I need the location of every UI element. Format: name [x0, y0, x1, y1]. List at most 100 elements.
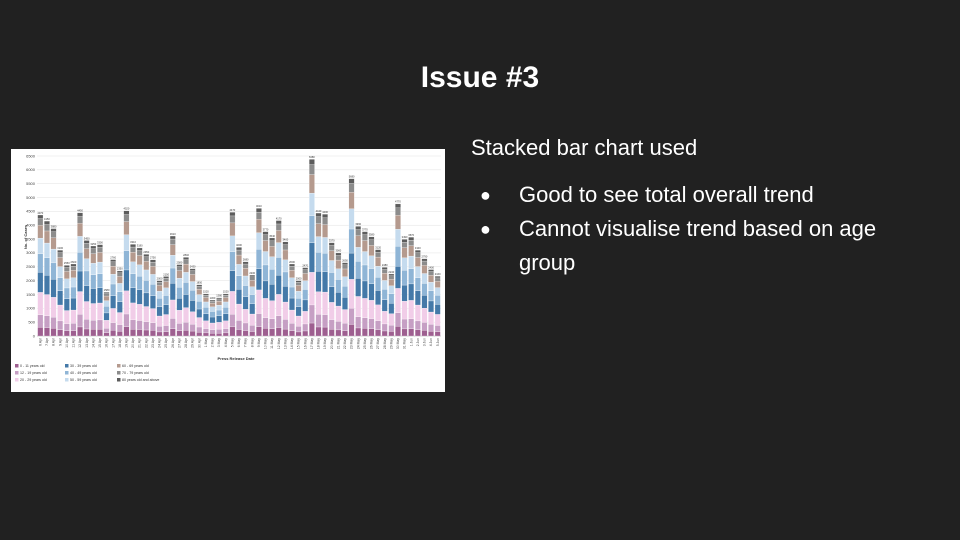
bar-segment [110, 330, 117, 337]
bar-segment [282, 328, 289, 337]
bar-segment [216, 298, 222, 302]
bar-segment [249, 313, 256, 326]
bar-segment [421, 308, 428, 323]
bar-segment [249, 286, 256, 295]
legend-swatch [65, 378, 69, 382]
bar-segment [50, 237, 57, 250]
bar-segment [130, 302, 136, 321]
bar-total-label: 3400 [282, 238, 288, 242]
bar-segment [136, 320, 143, 330]
bar-segment [229, 270, 236, 292]
bar-segment [295, 315, 302, 327]
bar-segment [63, 267, 70, 272]
bar-segment [269, 246, 275, 257]
bar-total-label: 3770 [362, 227, 368, 231]
bar-total-label: 2150 [163, 272, 169, 276]
bar-segment [183, 282, 189, 295]
x-tick-label: 11 Apr [72, 337, 76, 347]
bar-segment [116, 312, 123, 325]
bar-segment [70, 323, 77, 331]
bar-segment [256, 219, 262, 233]
bar-segment [408, 328, 415, 337]
bar-segment [315, 216, 322, 224]
bar-segment [249, 325, 256, 332]
bar-segment [150, 295, 156, 309]
bar-segment [57, 252, 64, 258]
bar-total-label: 2600 [71, 260, 77, 264]
bar-segment [315, 236, 322, 253]
bar-segment [203, 328, 209, 334]
bar-segment [256, 249, 262, 269]
bar-segment [63, 323, 70, 331]
bar-segment [335, 259, 342, 269]
bar-segment [143, 292, 150, 307]
bar-segment [395, 246, 401, 267]
bar-segment [335, 279, 342, 293]
x-tick-label: 26 Apr [171, 337, 175, 348]
bar-segment [428, 290, 434, 302]
bar-segment [434, 281, 441, 288]
y-tick-label: 6000 [26, 167, 36, 172]
bar-segment [150, 266, 156, 275]
bar-segment [401, 301, 408, 320]
x-tick-label: 13 Apr [85, 337, 89, 348]
bar-segment [401, 239, 408, 243]
x-tick-label: 10 Apr [65, 337, 69, 348]
bar-segment [355, 316, 362, 329]
bar-segment [136, 250, 143, 256]
bar-segment [83, 248, 90, 259]
bar-segment [209, 306, 216, 312]
bar-segment [315, 326, 322, 337]
bar-segment [57, 329, 64, 337]
bar-segment [57, 266, 64, 278]
bullet-text: Cannot visualise trend based on age grou… [519, 216, 877, 275]
x-tick-label: 14 Apr [91, 337, 95, 348]
x-tick-label: 5 Jun [436, 338, 440, 346]
bar-segment [189, 270, 196, 275]
bar-segment [269, 256, 275, 270]
bar-segment [401, 284, 408, 302]
bar-segment [395, 203, 401, 208]
bar-segment [156, 298, 163, 307]
bar-segment [136, 275, 143, 290]
bar-segment [50, 262, 57, 280]
bar-segment [229, 326, 236, 337]
bar-segment [295, 306, 302, 317]
bar-total-label: 3180 [137, 244, 143, 248]
bar-segment [269, 300, 275, 319]
bar-segment [90, 320, 97, 330]
bar-segment [189, 268, 196, 271]
bar-segment [335, 321, 342, 331]
bar-total-label: 3580 [369, 233, 375, 237]
legend-entry: 50 - 59 years old [70, 378, 97, 382]
bar-segment [143, 261, 150, 271]
bar-segment [242, 322, 249, 331]
bar-segment [103, 328, 110, 333]
bar-segment [176, 266, 183, 271]
y-tick-label: 0 [33, 333, 36, 338]
bar-segment [262, 317, 269, 329]
bar-segment [434, 276, 441, 279]
bar-segment [236, 320, 242, 330]
y-tick-label: 5000 [26, 195, 36, 200]
legend-swatch [15, 378, 19, 382]
bar-segment [375, 256, 381, 267]
bar-segment [408, 240, 415, 246]
y-tick-label: 6500 [26, 153, 36, 158]
legend-swatch [15, 371, 19, 375]
bar-segment [50, 316, 57, 329]
bar-segment [434, 331, 441, 337]
bar-segment [222, 295, 229, 298]
bar-segment [408, 255, 415, 269]
x-tick-label: 10 May [264, 338, 268, 349]
bar-segment [77, 291, 83, 315]
bar-segment [222, 328, 229, 334]
bar-segment [183, 294, 189, 308]
bar-segment [169, 235, 176, 240]
bar-segment [70, 286, 77, 299]
bar-segment [97, 287, 103, 304]
bar-segment [83, 319, 90, 330]
bar-segment [249, 274, 256, 278]
bar-total-label: 3250 [90, 242, 96, 246]
bar-segment [222, 293, 229, 296]
